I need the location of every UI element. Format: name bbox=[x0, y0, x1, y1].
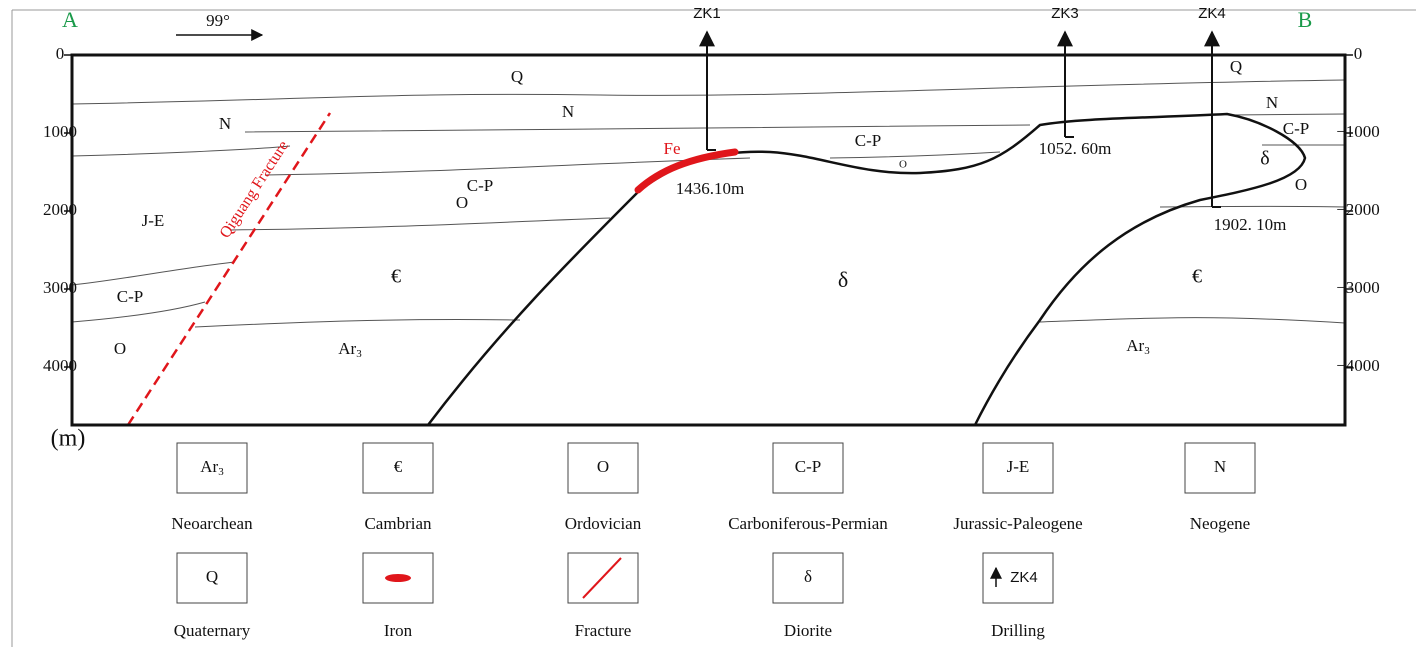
legend-symbol: O bbox=[597, 457, 609, 476]
legend-name: Fracture bbox=[575, 621, 632, 640]
depth-label: −2000 bbox=[1336, 200, 1380, 219]
legend-symbol: Ar3 bbox=[200, 457, 224, 478]
legend-symbol: € bbox=[394, 457, 403, 476]
unit-label: Ar bbox=[1126, 336, 1144, 355]
legend-symbol: δ bbox=[804, 567, 812, 586]
legend-symbol: Q bbox=[206, 567, 218, 586]
unit-label: Ar3 bbox=[338, 339, 362, 360]
unit-label: € bbox=[391, 266, 401, 288]
drill-hole bbox=[707, 32, 1221, 207]
unit-label: O bbox=[899, 159, 907, 171]
unit-label: Q bbox=[511, 67, 523, 86]
unit-label-sub: 3 bbox=[356, 348, 362, 360]
depth-label: 0 bbox=[1354, 44, 1363, 63]
legend-name: Carboniferous-Permian bbox=[728, 514, 888, 533]
legend-name: Drilling bbox=[991, 621, 1045, 640]
iron-symbol bbox=[385, 574, 411, 582]
section-frame bbox=[72, 55, 1345, 425]
depth-label: −3000 bbox=[1336, 278, 1380, 297]
drill-depth: 1052. 60m bbox=[1039, 139, 1112, 158]
azimuth: 99° bbox=[206, 11, 230, 30]
drill-name: ZK4 bbox=[1198, 5, 1226, 22]
unit-label: δ bbox=[1260, 148, 1269, 170]
unit-label: C-P bbox=[467, 176, 493, 195]
unit-label: € bbox=[1192, 266, 1202, 288]
depth-label: 0 bbox=[56, 44, 65, 63]
drill-depth: 1436.10m bbox=[676, 179, 744, 198]
depth-label: 2000 bbox=[43, 200, 77, 219]
unit-label: δ bbox=[838, 267, 848, 292]
legend-name: Quaternary bbox=[174, 621, 251, 640]
drill-name: ZK3 bbox=[1051, 5, 1079, 22]
drill-name: ZK1 bbox=[693, 5, 721, 22]
ore-label: Fe bbox=[664, 139, 681, 158]
unit-label: Ar bbox=[338, 339, 356, 358]
fracture-symbol bbox=[583, 558, 621, 598]
unit-label: O bbox=[1295, 175, 1307, 194]
unit-label: Ar3 bbox=[1126, 336, 1150, 357]
legend-symbol: C-P bbox=[795, 457, 821, 476]
unit-label-sub: 3 bbox=[1144, 345, 1150, 357]
legend-symbol: N bbox=[1214, 457, 1226, 476]
section-start: A bbox=[62, 7, 78, 32]
depth-label: −1000 bbox=[1336, 122, 1380, 141]
depth-label: −4000 bbox=[1336, 356, 1380, 375]
depth-label: 4000 bbox=[43, 356, 77, 375]
geology bbox=[72, 80, 1345, 425]
legend-name: Iron bbox=[384, 621, 413, 640]
unit-label: J-E bbox=[142, 211, 165, 230]
unit-label: C-P bbox=[1283, 119, 1309, 138]
unit-label: C-P bbox=[117, 287, 143, 306]
legend-name: Neogene bbox=[1190, 514, 1250, 533]
legend-name: Neoarchean bbox=[171, 514, 253, 533]
section-end: B bbox=[1298, 7, 1313, 32]
legend-symbol: J-E bbox=[1007, 457, 1030, 476]
legend-symbol: ZK4 bbox=[1010, 569, 1038, 586]
unit-label: N bbox=[562, 102, 574, 121]
depth-label: 1000 bbox=[43, 122, 77, 141]
depth-label: 3000 bbox=[43, 278, 77, 297]
legend-name: Diorite bbox=[784, 621, 832, 640]
unit-label: Q bbox=[1230, 57, 1242, 76]
legend-symbol-sub: 3 bbox=[218, 466, 224, 478]
unit-label: C-P bbox=[855, 131, 881, 150]
unit-label: N bbox=[1266, 93, 1278, 112]
unit-label: O bbox=[456, 193, 468, 212]
legend-name: Jurassic-Paleogene bbox=[953, 514, 1082, 533]
depth-unit: (m) bbox=[51, 426, 86, 452]
legend: Ar3 Neoarchean € Cambrian O Ordovician C-P Carb… bbox=[171, 443, 1255, 640]
cross-section: A B 99° 0 1000 2000 3000 4000 0 −1000 −2000 −300… bbox=[0, 0, 1416, 647]
unit-label: N bbox=[219, 114, 231, 133]
legend-name: Ordovician bbox=[565, 514, 642, 533]
drill-depth: 1902. 10m bbox=[1214, 215, 1287, 234]
legend-name: Cambrian bbox=[364, 514, 432, 533]
legend-symbol: Ar bbox=[200, 457, 218, 476]
unit-label: O bbox=[114, 339, 126, 358]
